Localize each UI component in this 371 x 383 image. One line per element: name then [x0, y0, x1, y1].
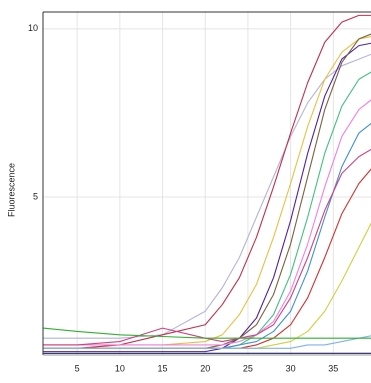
x-tick-label: 15	[158, 363, 168, 373]
amplification-curve	[43, 148, 371, 346]
amplification-curve	[43, 35, 371, 346]
y-axis-label: Fluorescence	[6, 163, 16, 217]
amplification-curve	[43, 222, 371, 349]
x-tick-label: 30	[286, 363, 296, 373]
x-tick-label: 35	[328, 363, 338, 373]
amplification-curve	[43, 14, 371, 349]
amplification-curve	[42, 327, 371, 339]
x-tick-label: 25	[243, 363, 253, 373]
y-tick-label: 10	[28, 23, 38, 33]
y-tick-label: 5	[33, 191, 38, 201]
amplification-curve	[43, 168, 371, 349]
x-tick-label: 5	[75, 363, 80, 373]
amplification-curve	[43, 42, 371, 353]
amplification-curve	[43, 71, 371, 349]
amplification-curve	[43, 335, 371, 349]
amplification-curve	[43, 33, 371, 349]
x-tick-label: 20	[200, 363, 210, 373]
x-tick-label: 10	[115, 363, 125, 373]
amplification-curve	[43, 99, 371, 346]
